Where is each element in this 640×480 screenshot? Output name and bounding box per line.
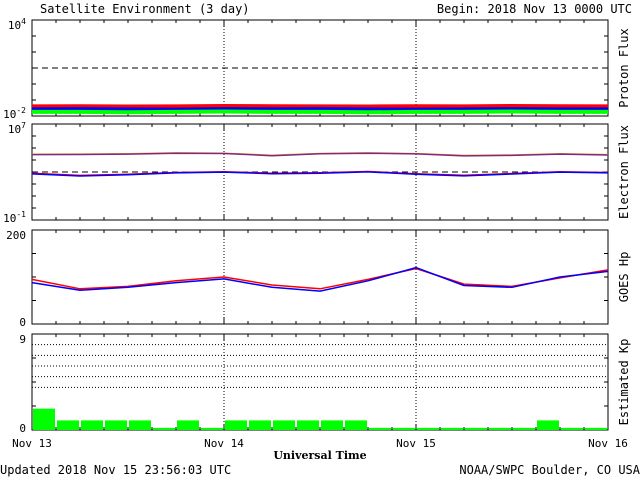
y-tick-label-top: 200 bbox=[6, 229, 26, 242]
kp-bar bbox=[105, 420, 127, 430]
x-tick-nov16: Nov 16 bbox=[588, 437, 628, 450]
y-axis-label-goes-hp: GOES Hp bbox=[617, 252, 631, 303]
panel-electron: 107 10-1 Electron Flux bbox=[3, 121, 631, 225]
series-purple-line bbox=[31, 152, 609, 157]
panels: 104 10-2 Proton Flux 107 10-1 Electron Flux 20… bbox=[3, 17, 631, 435]
series-red-line bbox=[31, 267, 609, 290]
y-tick-label-top: 104 bbox=[8, 17, 26, 32]
begin-label: Begin: 2018 Nov 13 0000 UTC bbox=[437, 2, 632, 16]
kp-bar bbox=[561, 427, 583, 430]
y-tick-label-bottom: 0 bbox=[19, 422, 26, 435]
x-tick-nov13: Nov 13 bbox=[12, 437, 52, 450]
kp-bar bbox=[177, 420, 199, 430]
kp-bar bbox=[129, 420, 151, 430]
series-blue-line bbox=[31, 107, 608, 112]
y-tick-label-top: 107 bbox=[8, 121, 26, 136]
kp-bar bbox=[321, 420, 343, 430]
panel-frame bbox=[31, 19, 609, 117]
figure-title: Satellite Environment (3 day) bbox=[40, 2, 250, 16]
kp-bar bbox=[441, 427, 463, 430]
panel-frame bbox=[31, 123, 609, 221]
y-tick-label-bottom: 10-2 bbox=[3, 106, 26, 121]
kp-bar bbox=[393, 427, 415, 430]
updated-timestamp: Updated 2018 Nov 15 23:56:03 UTC bbox=[0, 463, 231, 477]
panel-kp: 9 0 Estimated Kp bbox=[19, 333, 631, 435]
kp-bar bbox=[225, 420, 247, 430]
kp-bar bbox=[537, 420, 559, 430]
series-red-line bbox=[31, 104, 609, 109]
kp-bar bbox=[81, 420, 103, 430]
x-tick-nov14: Nov 14 bbox=[204, 437, 244, 450]
kp-bar bbox=[153, 427, 175, 430]
y-axis-label-proton: Proton Flux bbox=[617, 28, 631, 107]
series-green-line bbox=[32, 109, 608, 115]
kp-bar bbox=[273, 420, 295, 430]
panel-goes-hp: 200 0 GOES Hp bbox=[6, 229, 631, 329]
x-axis-title: Universal Time bbox=[273, 449, 366, 462]
y-tick-label-bottom: 10-1 bbox=[3, 210, 26, 225]
kp-bar bbox=[57, 420, 79, 430]
series-blue-line bbox=[31, 171, 609, 177]
y-axis-label-electron: Electron Flux bbox=[617, 125, 631, 219]
series-blue-line bbox=[31, 266, 609, 292]
kp-bar bbox=[465, 427, 487, 430]
y-tick-label-bottom: 0 bbox=[19, 316, 26, 329]
credit-label: NOAA/SWPC Boulder, CO USA bbox=[459, 463, 640, 477]
kp-bar bbox=[489, 427, 511, 430]
kp-bar bbox=[417, 427, 439, 430]
panel-frame bbox=[31, 229, 609, 325]
panel-frame bbox=[31, 333, 609, 431]
kp-bar bbox=[249, 420, 271, 430]
kp-bar bbox=[369, 427, 391, 430]
kp-bar bbox=[585, 427, 607, 430]
kp-bar bbox=[345, 420, 367, 430]
kp-bar bbox=[513, 427, 535, 430]
y-axis-label-kp: Estimated Kp bbox=[617, 339, 631, 426]
kp-bar bbox=[201, 427, 223, 430]
panel-proton: 104 10-2 Proton Flux bbox=[3, 17, 631, 121]
y-tick-label-top: 9 bbox=[19, 333, 26, 346]
kp-bar bbox=[297, 420, 319, 430]
x-tick-nov15: Nov 15 bbox=[396, 437, 436, 450]
kp-bar bbox=[33, 408, 55, 430]
